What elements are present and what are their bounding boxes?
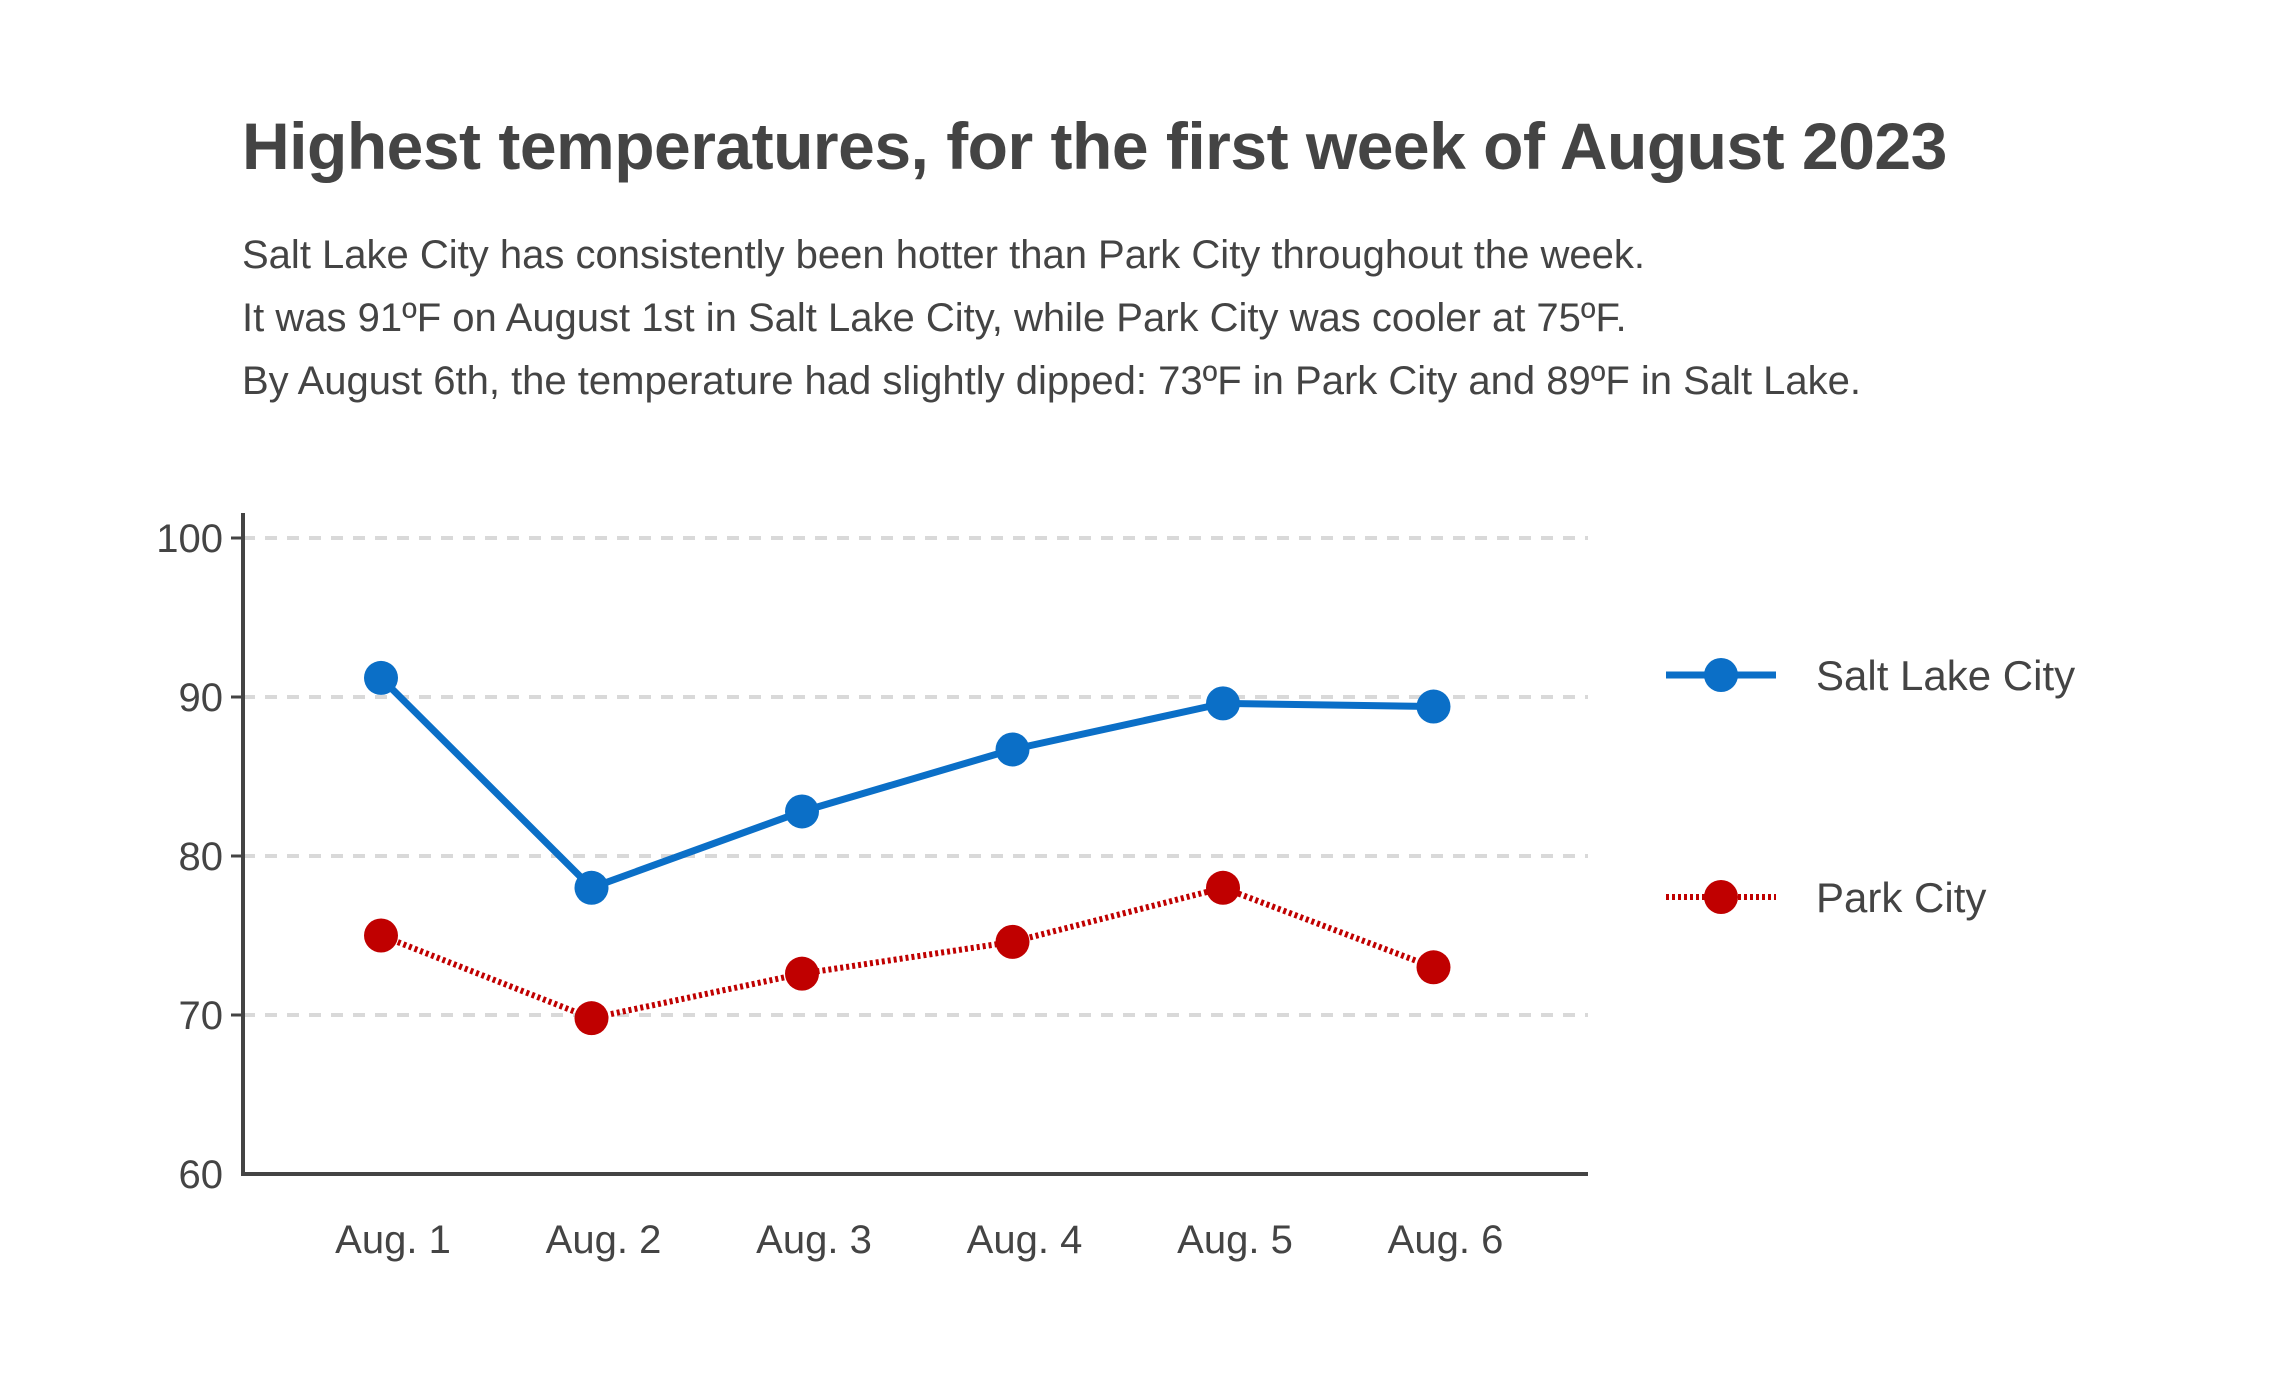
point-2-6 [1416, 950, 1451, 985]
series-salt-lake-city [364, 660, 1451, 905]
chart-title: Highest temperatures, for the first week… [242, 109, 1947, 183]
point-1-5 [1206, 686, 1240, 721]
legend-marker-2 [1704, 880, 1738, 914]
x-tick-label-1: Aug. 1 [335, 1218, 451, 1262]
point-1-6 [1416, 689, 1451, 724]
x-tick-label-3: Aug. 3 [756, 1218, 872, 1262]
point-2-5 [1206, 870, 1240, 905]
point-1-3 [785, 794, 819, 829]
legend-marker-1 [1704, 658, 1738, 692]
x-tick-labels: Aug. 1 Aug. 2 Aug. 3 Aug. 4 Aug. 5 Aug. 6 [335, 1218, 1503, 1262]
point-1-2 [574, 870, 609, 905]
y-tick-label-80: 80 [179, 835, 224, 879]
series-line-1 [377, 674, 1437, 892]
x-tick-label-6: Aug. 6 [1388, 1218, 1504, 1262]
y-tick-label-100: 100 [156, 517, 223, 561]
y-tick-label-90: 90 [179, 676, 224, 720]
series [364, 660, 1451, 1036]
grid-lines [243, 536, 1588, 1017]
y-tick-label-70: 70 [179, 994, 224, 1038]
point-2-4 [995, 924, 1030, 959]
point-2-1 [364, 918, 398, 953]
chart-subtitle: Salt Lake City has consistently been hot… [242, 224, 1861, 413]
legend: Salt Lake City Park City [1666, 652, 2075, 921]
point-2-3 [785, 956, 819, 991]
point-1-4 [995, 732, 1030, 767]
point-1-1 [364, 660, 398, 695]
y-tick-labels: 60 70 80 90 100 [156, 517, 223, 1197]
x-tick-label-4: Aug. 4 [967, 1218, 1083, 1262]
subtitle-line-2: It was 91ºF on August 1st in Salt Lake C… [242, 296, 1627, 340]
series-line-2 [379, 884, 1435, 1022]
axes [231, 513, 1588, 1176]
point-2-2 [574, 1001, 609, 1036]
legend-item-2: Park City [1666, 874, 1986, 921]
legend-item-1: Salt Lake City [1666, 652, 2075, 699]
y-tick-label-60: 60 [179, 1153, 224, 1197]
legend-label-2: Park City [1816, 874, 1986, 921]
subtitle-line-1: Salt Lake City has consistently been hot… [242, 233, 1646, 277]
x-tick-label-5: Aug. 5 [1177, 1218, 1293, 1262]
x-tick-label-2: Aug. 2 [546, 1218, 662, 1262]
series-park-city [364, 870, 1451, 1036]
subtitle-line-3: By August 6th, the temperature had sligh… [242, 359, 1862, 403]
legend-label-1: Salt Lake City [1816, 652, 2075, 699]
